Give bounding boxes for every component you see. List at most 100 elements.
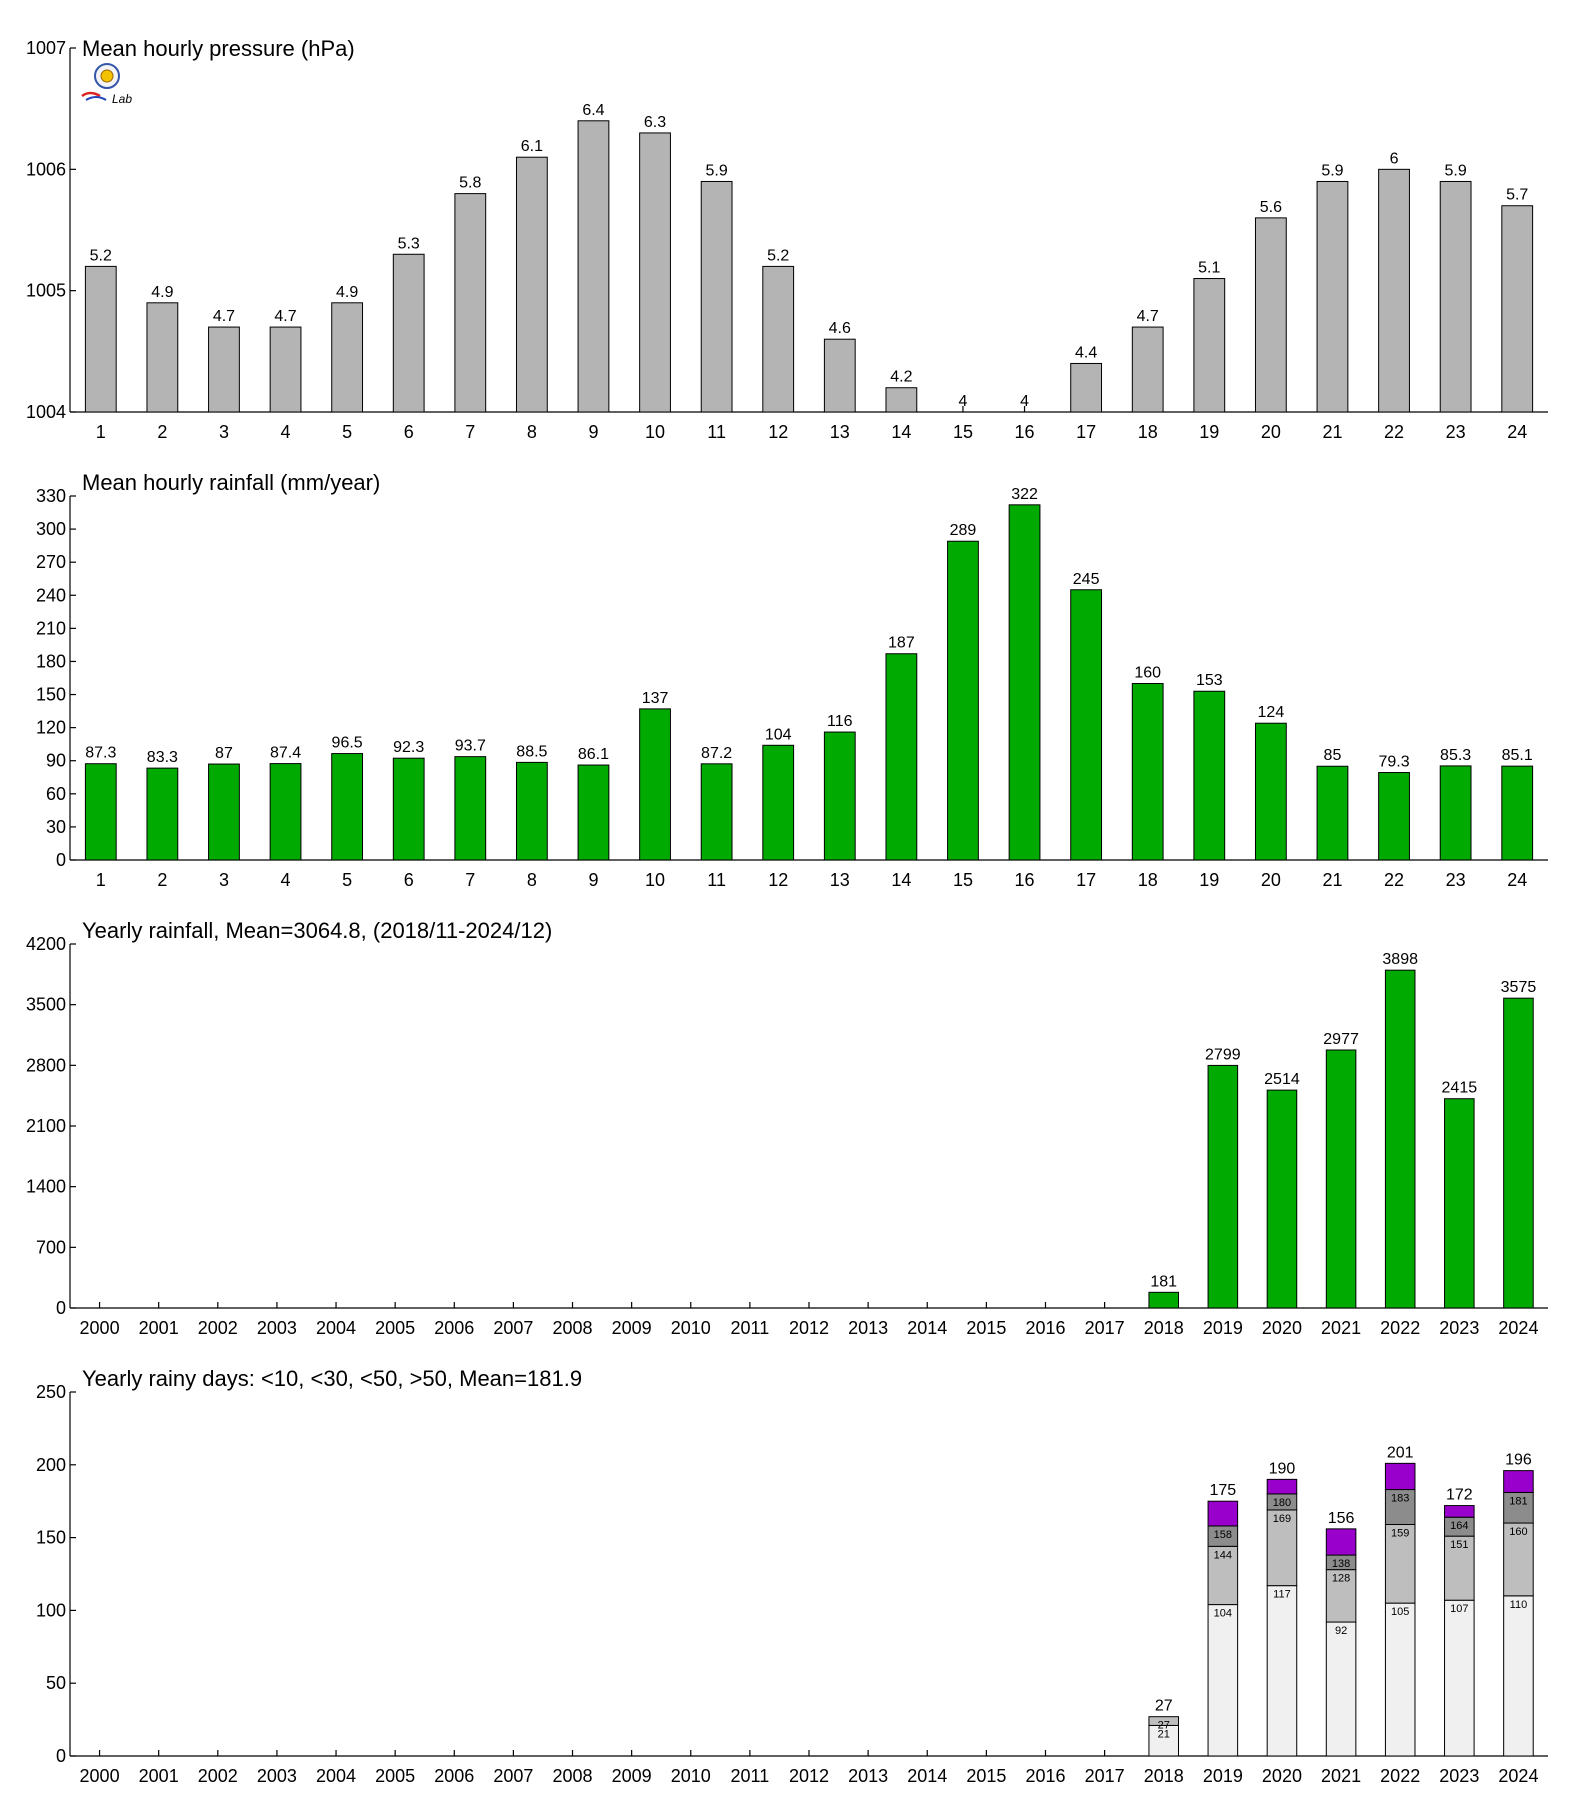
hourly-rain-data-label: 187 <box>888 635 915 652</box>
pressure-data-label: 4.2 <box>890 369 912 386</box>
pressure-x-tick-label: 9 <box>588 422 598 442</box>
logo: Lab <box>78 60 138 110</box>
pressure-x-tick-label: 15 <box>953 422 973 442</box>
hourly-rain-bar <box>1378 772 1410 861</box>
hourly-rain-y-tick-label: 120 <box>36 718 66 738</box>
yearly-rainfall-chart: Yearly rainfall, Mean=3064.8, (2018/11-2… <box>26 918 1548 1338</box>
rainy-days-chart-title: Yearly rainy days: <10, <30, <50, >50, M… <box>82 1366 582 1391</box>
yearly-rain-x-tick-label: 2020 <box>1262 1318 1302 1338</box>
rainy-days-x-tick-label: 2020 <box>1262 1766 1302 1786</box>
hourly-rain-x-tick-label: 11 <box>707 870 726 890</box>
rainy-days-y-tick-label: 50 <box>46 1673 66 1693</box>
hourly-rain-bar <box>947 540 979 861</box>
pressure-data-label: 4.6 <box>829 320 851 337</box>
pressure-x-tick-label: 8 <box>527 422 537 442</box>
logo-text: Lab <box>112 92 132 106</box>
hourly-rain-data-label: 85 <box>1324 747 1342 764</box>
pressure-bar <box>1131 326 1164 413</box>
hourly-rain-x-tick-label: 24 <box>1507 870 1527 890</box>
rainy-days-segment-label: 181 <box>1509 1495 1527 1507</box>
rainy-days-x-tick-label: 2016 <box>1025 1766 1065 1786</box>
yearly-rain-x-tick-label: 2001 <box>139 1318 179 1338</box>
pressure-data-label: 5.3 <box>398 235 420 252</box>
pressure-data-label: 6.3 <box>644 114 666 131</box>
pressure-x-tick-label: 12 <box>768 422 788 442</box>
yearly-rain-x-tick-label: 2006 <box>434 1318 474 1338</box>
hourly-rain-bar <box>208 763 240 861</box>
pressure-data-label: 5.2 <box>90 247 112 264</box>
rainy-days-x-tick-label: 2003 <box>257 1766 297 1786</box>
hourly-rain-data-label: 104 <box>765 726 792 743</box>
pressure-x-tick-label: 3 <box>219 422 229 442</box>
rainy-days-total-label: 27 <box>1155 1698 1173 1715</box>
hourly-rain-x-tick-label: 17 <box>1076 870 1096 890</box>
yearly-rain-x-tick-label: 2002 <box>198 1318 238 1338</box>
hourly-rain-data-label: 86.1 <box>578 746 609 763</box>
hourly-rain-y-tick-label: 210 <box>36 618 66 638</box>
yearly-rain-x-tick-label: 2009 <box>612 1318 652 1338</box>
pressure-x-tick-label: 11 <box>707 422 726 442</box>
rainy-days-segment-label: 158 <box>1214 1529 1232 1541</box>
yearly-rain-x-tick-label: 2018 <box>1144 1318 1184 1338</box>
pressure-data-label: 4.9 <box>336 284 358 301</box>
pressure-bar <box>454 193 487 413</box>
yearly-rain-x-tick-label: 2013 <box>848 1318 888 1338</box>
yearly-rain-x-tick-label: 2023 <box>1439 1318 1479 1338</box>
yearly-rain-x-tick-label: 2015 <box>966 1318 1006 1338</box>
pressure-x-tick-label: 22 <box>1384 422 1404 442</box>
yearly-rain-x-tick-label: 2021 <box>1321 1318 1361 1338</box>
hourly-rain-bar <box>454 756 487 861</box>
rainy-days-x-tick-label: 2012 <box>789 1766 829 1786</box>
yearly-rain-bar <box>1444 1098 1475 1309</box>
hourly-rain-data-label: 116 <box>827 713 853 730</box>
yearly-rain-x-tick-label: 2005 <box>375 1318 415 1338</box>
yearly-rain-x-tick-label: 2003 <box>257 1318 297 1338</box>
hourly-rain-y-tick-label: 0 <box>56 850 66 870</box>
rainy-days-segment <box>1325 1528 1357 1556</box>
pressure-bar <box>823 338 856 413</box>
pressure-data-label: 6 <box>1390 150 1399 167</box>
hourly-rain-bar <box>639 708 671 861</box>
hourly-rain-y-tick-label: 60 <box>46 784 66 804</box>
rainy-days-segment-label: 105 <box>1391 1606 1409 1618</box>
hourly-rain-bar <box>1501 765 1534 861</box>
rainy-days-segment <box>1503 1470 1534 1493</box>
rainy-days-segment <box>1384 1489 1416 1525</box>
hourly-rain-data-label: 87.2 <box>701 745 732 762</box>
hourly-rain-y-tick-label: 330 <box>36 486 66 506</box>
rainy-days-x-tick-label: 2002 <box>198 1766 238 1786</box>
hourly-rain-data-label: 83.3 <box>147 749 178 766</box>
hourly-rain-x-tick-label: 12 <box>768 870 788 890</box>
pressure-bar <box>1070 362 1103 413</box>
yearly-rain-x-tick-label: 2017 <box>1085 1318 1125 1338</box>
pressure-data-label: 5.1 <box>1198 260 1220 277</box>
hourly-rain-data-label: 85.1 <box>1502 747 1533 764</box>
rainy-days-segment-label: 27 <box>1158 1720 1170 1732</box>
rainy-days-x-tick-label: 2023 <box>1439 1766 1479 1786</box>
pressure-data-label: 6.4 <box>582 102 604 119</box>
pressure-x-tick-label: 2 <box>157 422 167 442</box>
rainy-days-segment-label: 183 <box>1391 1493 1409 1505</box>
pressure-bar <box>208 326 240 413</box>
rainy-days-segment <box>1266 1478 1298 1495</box>
pressure-data-label: 5.2 <box>767 247 789 264</box>
pressure-bar <box>577 120 610 413</box>
hourly-rain-bar <box>392 757 425 861</box>
pressure-bar <box>146 302 179 413</box>
hourly-rain-data-label: 93.7 <box>455 738 486 755</box>
yearly-rain-data-label: 2799 <box>1205 1046 1241 1063</box>
pressure-x-tick-label: 19 <box>1199 422 1219 442</box>
pressure-x-tick-label: 4 <box>281 422 291 442</box>
rainy-days-segment-label: 164 <box>1450 1520 1468 1532</box>
pressure-y-tick-label: 1006 <box>26 159 66 179</box>
pressure-y-tick-label: 1005 <box>26 281 66 301</box>
hourly-rain-y-tick-label: 180 <box>36 651 66 671</box>
rainy-days-segment <box>1266 1509 1298 1587</box>
yearly-rain-bar <box>1384 969 1416 1309</box>
rainy-days-segment-label: 128 <box>1332 1573 1350 1585</box>
hourly-rain-bar <box>84 763 117 861</box>
hourly-rain-x-tick-label: 14 <box>891 870 911 890</box>
yearly-rain-x-tick-label: 2016 <box>1025 1318 1065 1338</box>
rainy-days-y-tick-label: 150 <box>36 1528 66 1548</box>
